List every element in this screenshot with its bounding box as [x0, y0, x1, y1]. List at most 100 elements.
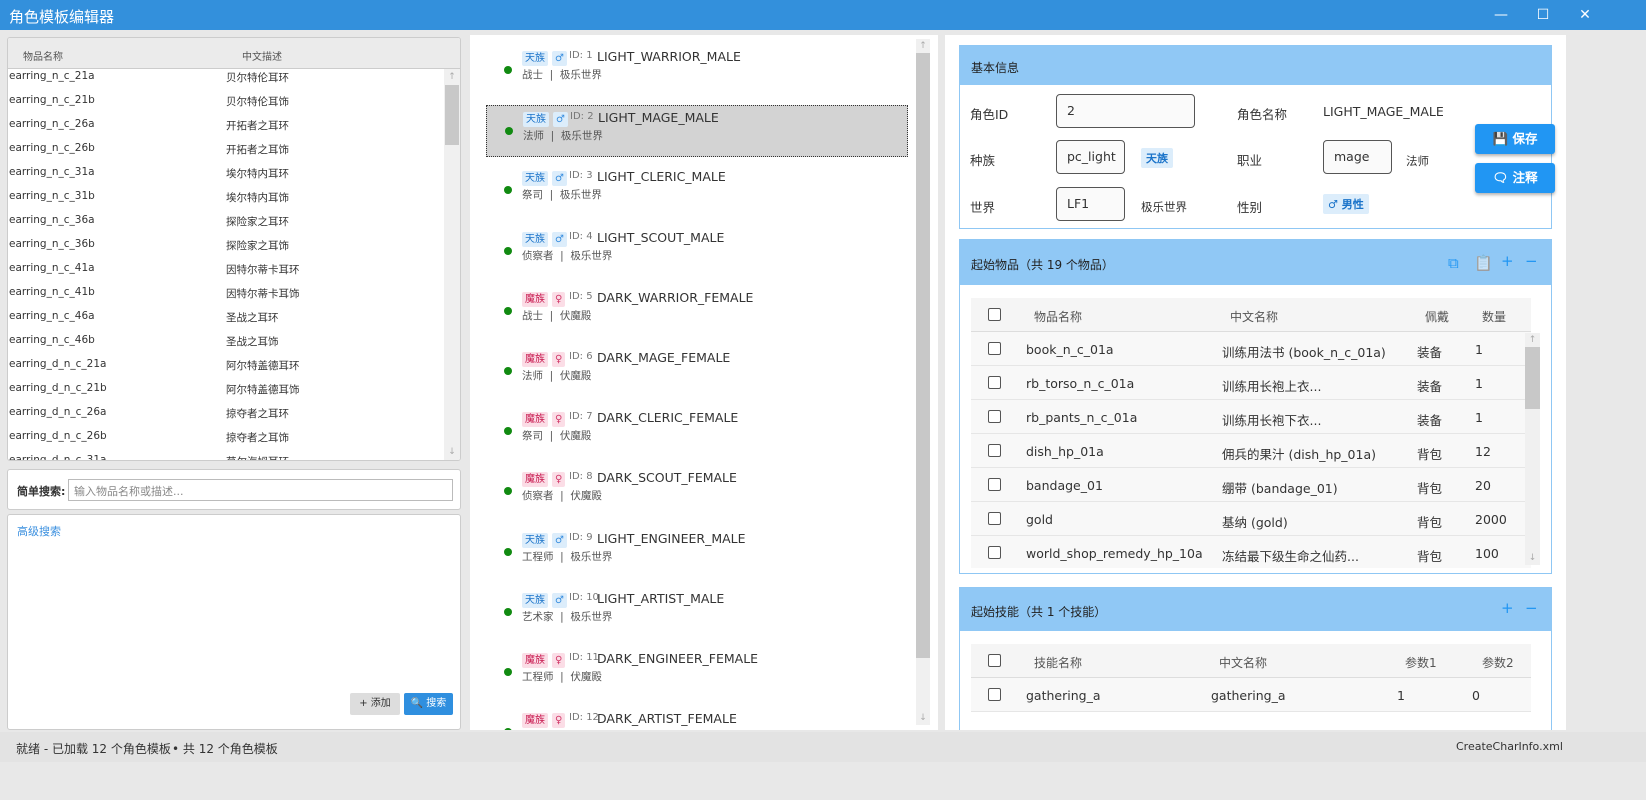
select-all-checkbox[interactable] [988, 308, 1001, 321]
item-description: 因特尔蒂卡耳饰 [226, 288, 300, 300]
remove-icon[interactable]: − [1525, 599, 1538, 617]
character-world: 伏魔殿 [570, 490, 602, 503]
character-class: 艺术家 [522, 610, 554, 623]
scroll-thumb[interactable] [1525, 347, 1540, 409]
race-tag: 天族 [522, 51, 548, 66]
col-cn-name[interactable]: 中文名称 [1219, 656, 1268, 670]
col-skill-name[interactable]: 技能名称 [1034, 656, 1083, 670]
row-checkbox[interactable] [988, 376, 1001, 389]
minimize-button[interactable]: — [1494, 7, 1508, 23]
gender-icon: ♂ [552, 171, 567, 187]
search-button[interactable]: 🔍 搜索 [404, 693, 453, 715]
item-cn-name: 冻结最下级生命之仙药... [1222, 549, 1359, 564]
list-item[interactable]: earring_n_c_36b 探险家之耳饰 [8, 237, 460, 261]
list-item[interactable]: earring_d_n_c_21b 阿尔特盖德耳饰 [8, 381, 460, 405]
row-checkbox[interactable] [988, 546, 1001, 559]
item-name: earring_n_c_41a [9, 262, 95, 274]
select-all-checkbox[interactable] [988, 654, 1001, 667]
col-cn-name[interactable]: 中文名称 [1230, 310, 1279, 324]
col-item-name[interactable]: 物品名称 [1034, 310, 1083, 324]
character-item[interactable]: 魔族 ♀ ID: 8 DARK_SCOUT_FEMALE 侦察者 | 伏魔殿 [486, 466, 908, 518]
list-item[interactable]: earring_n_c_26b 开拓者之耳饰 [8, 141, 460, 165]
scroll-thumb[interactable] [445, 85, 459, 145]
scroll-down-icon[interactable]: ↓ [448, 447, 456, 457]
list-item[interactable]: earring_n_c_41b 因特尔蒂卡耳饰 [8, 285, 460, 309]
items-scrollbar[interactable]: ↑ ↓ [1525, 333, 1540, 565]
list-item[interactable]: earring_n_c_21a 贝尔特伦耳环 [8, 69, 460, 93]
row-checkbox[interactable] [988, 688, 1001, 701]
list-item[interactable]: earring_n_c_46b 圣战之耳饰 [8, 333, 460, 357]
world-field[interactable]: LF1 [1056, 187, 1125, 221]
scroll-up-icon[interactable]: ↑ [448, 72, 456, 82]
list-item[interactable]: earring_d_n_c_26b 掠夺者之耳饰 [8, 429, 460, 453]
row-checkbox[interactable] [988, 342, 1001, 355]
list-item[interactable]: earring_n_c_36a 探险家之耳环 [8, 213, 460, 237]
list-item[interactable]: earring_n_c_21b 贝尔特伦耳饰 [8, 93, 460, 117]
list-item[interactable]: earring_n_c_31a 埃尔特内耳环 [8, 165, 460, 189]
table-row[interactable]: world_shop_remedy_hp_10a 冻结最下级生命之仙药... 背… [971, 536, 1531, 568]
comment-button[interactable]: 🗨 注释 [1475, 163, 1555, 193]
search-input[interactable]: 输入物品名称或描述... [68, 479, 453, 501]
character-item[interactable]: 天族 ♂ ID: 10 LIGHT_ARTIST_MALE 艺术家 | 极乐世界 [486, 587, 908, 639]
character-subtitle: 艺术家 | 极乐世界 [522, 610, 613, 623]
maximize-button[interactable]: ☐ [1536, 7, 1550, 23]
scroll-down-icon[interactable]: ↓ [919, 713, 927, 723]
col-qty[interactable]: 数量 [1482, 310, 1507, 324]
add-button[interactable]: + 添加 [350, 693, 400, 715]
scroll-down-icon[interactable]: ↓ [1528, 553, 1537, 563]
id-field[interactable]: 2 [1056, 94, 1195, 128]
item-qty: 12 [1475, 444, 1491, 459]
col-item-name[interactable]: 物品名称 [23, 52, 63, 63]
scroll-thumb[interactable] [916, 53, 930, 658]
add-icon[interactable]: + [1501, 252, 1514, 270]
character-subtitle: 战士 | 极乐世界 [522, 69, 602, 81]
row-checkbox[interactable] [988, 478, 1001, 491]
table-row[interactable]: gathering_a gathering_a 1 0 [971, 678, 1531, 712]
table-row[interactable]: book_n_c_01a 训练用法书 (book_n_c_01a) 装备 1 [971, 332, 1531, 366]
character-item[interactable]: 魔族 ♀ ID: 12 DARK_ARTIST_FEMALE 艺术家 | 伏魔殿 [486, 707, 908, 730]
row-checkbox[interactable] [988, 512, 1001, 525]
character-item[interactable]: 天族 ♂ ID: 2 LIGHT_MAGE_MALE 法师 | 极乐世界 [486, 105, 908, 158]
character-item[interactable]: 天族 ♂ ID: 4 LIGHT_SCOUT_MALE 侦察者 | 极乐世界 [486, 226, 908, 278]
add-icon[interactable]: + [1501, 599, 1514, 617]
row-checkbox[interactable] [988, 444, 1001, 457]
character-item[interactable]: 魔族 ♀ ID: 6 DARK_MAGE_FEMALE 法师 | 伏魔殿 [486, 346, 908, 398]
list-item[interactable]: earring_n_c_41a 因特尔蒂卡耳环 [8, 261, 460, 285]
character-item[interactable]: 魔族 ♀ ID: 5 DARK_WARRIOR_FEMALE 战士 | 伏魔殿 [486, 286, 908, 338]
item-description: 贝尔特伦耳饰 [226, 96, 289, 108]
character-item[interactable]: 天族 ♂ ID: 3 LIGHT_CLERIC_MALE 祭司 | 极乐世界 [486, 165, 908, 217]
table-row[interactable]: rb_torso_n_c_01a 训练用长袍上衣... 装备 1 [971, 366, 1531, 400]
character-item[interactable]: 魔族 ♀ ID: 11 DARK_ENGINEER_FEMALE 工程师 | 伏… [486, 647, 908, 699]
col-param1[interactable]: 参数1 [1405, 656, 1437, 670]
scroll-up-icon[interactable]: ↑ [1528, 335, 1537, 345]
list-item[interactable]: earring_n_c_31b 埃尔特内耳饰 [8, 189, 460, 213]
scroll-up-icon[interactable]: ↑ [919, 41, 927, 51]
paste-icon[interactable]: 📋 [1474, 254, 1493, 272]
col-description[interactable]: 中文描述 [242, 52, 282, 63]
list-item[interactable]: earring_d_n_c_26a 掠夺者之耳环 [8, 405, 460, 429]
table-row[interactable]: gold 基纳 (gold) 背包 2000 [971, 502, 1531, 536]
list-item[interactable]: earring_n_c_26a 开拓者之耳环 [8, 117, 460, 141]
table-row[interactable]: bandage_01 绷带 (bandage_01) 背包 20 [971, 468, 1531, 502]
character-item[interactable]: 天族 ♂ ID: 1 LIGHT_WARRIOR_MALE 战士 | 极乐世界 [486, 45, 908, 97]
close-button[interactable]: ✕ [1579, 7, 1591, 23]
advanced-search-link[interactable]: 高级搜索 [17, 525, 61, 538]
list-item[interactable]: earring_n_c_46a 圣战之耳环 [8, 309, 460, 333]
table-row[interactable]: dish_hp_01a 佣兵的果汁 (dish_hp_01a) 背包 12 [971, 434, 1531, 468]
item-equip: 背包 [1417, 549, 1443, 564]
col-param2[interactable]: 参数2 [1482, 656, 1514, 670]
character-item[interactable]: 魔族 ♀ ID: 7 DARK_CLERIC_FEMALE 祭司 | 伏魔殿 [486, 406, 908, 458]
row-checkbox[interactable] [988, 410, 1001, 423]
copy-icon[interactable]: ⧉ [1448, 254, 1459, 272]
list-item[interactable]: earring_d_n_c_21a 阿尔特盖德耳环 [8, 357, 460, 381]
class-field[interactable]: mage [1323, 140, 1392, 174]
character-item[interactable]: 天族 ♂ ID: 9 LIGHT_ENGINEER_MALE 工程师 | 极乐世… [486, 527, 908, 579]
item-table-scrollbar[interactable]: ↑ ↓ [444, 69, 460, 460]
col-equip[interactable]: 佩戴 [1425, 310, 1450, 324]
remove-icon[interactable]: − [1525, 252, 1538, 270]
character-list-scrollbar[interactable]: ↑ ↓ [916, 39, 930, 725]
race-field[interactable]: pc_light [1056, 140, 1125, 174]
table-row[interactable]: rb_pants_n_c_01a 训练用长袍下衣... 装备 1 [971, 400, 1531, 434]
save-button[interactable]: 💾 保存 [1475, 124, 1555, 154]
list-item[interactable]: earring_d_n_c_31a 莫尔海姆耳环 [8, 453, 460, 460]
